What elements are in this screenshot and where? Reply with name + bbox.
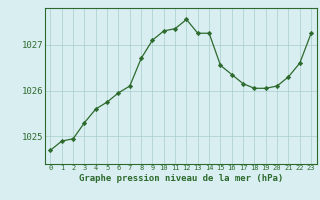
X-axis label: Graphe pression niveau de la mer (hPa): Graphe pression niveau de la mer (hPa) [79, 174, 283, 183]
